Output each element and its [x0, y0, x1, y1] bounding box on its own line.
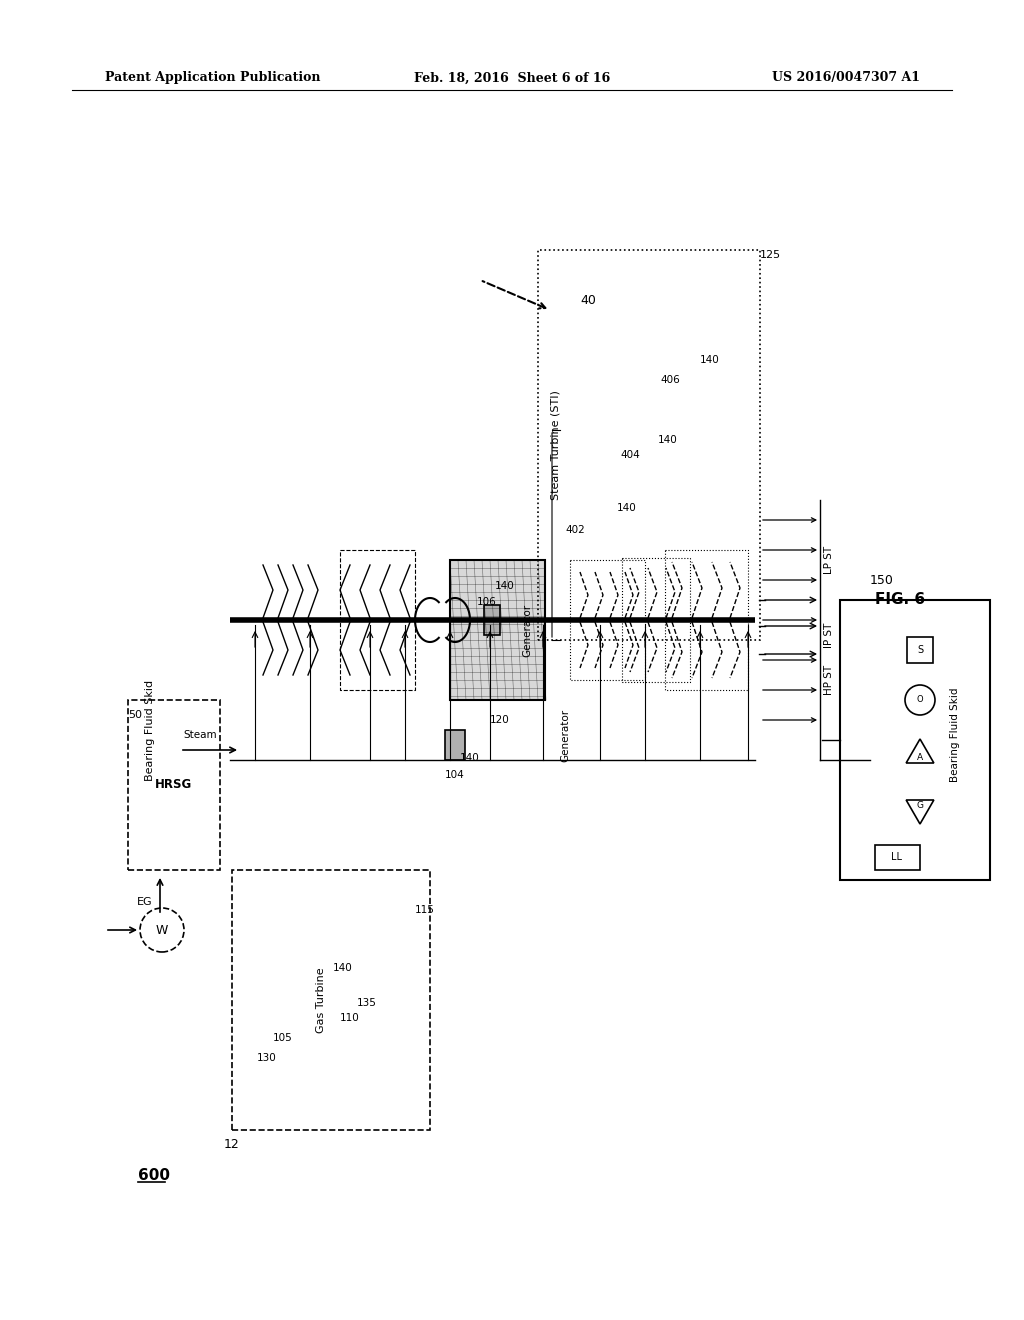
Text: G: G: [916, 801, 924, 810]
FancyBboxPatch shape: [450, 560, 545, 700]
Text: 125: 125: [760, 249, 781, 260]
Text: S: S: [916, 645, 923, 655]
Text: 130: 130: [257, 1053, 276, 1063]
FancyBboxPatch shape: [445, 730, 465, 760]
Text: 104: 104: [445, 770, 465, 780]
Text: 140: 140: [658, 436, 678, 445]
Text: 135: 135: [357, 998, 377, 1008]
Text: 120: 120: [490, 715, 510, 725]
Text: 140: 140: [460, 752, 480, 763]
Text: Bearing Fluid Skid: Bearing Fluid Skid: [145, 680, 155, 780]
FancyBboxPatch shape: [484, 605, 500, 635]
Text: 140: 140: [495, 581, 515, 591]
Text: LP ST: LP ST: [824, 546, 834, 574]
Text: LL: LL: [892, 851, 902, 862]
Text: 404: 404: [620, 450, 640, 459]
Text: 110: 110: [340, 1012, 359, 1023]
Text: A: A: [916, 752, 923, 762]
Text: Patent Application Publication: Patent Application Publication: [105, 71, 321, 84]
Text: Gas Turbine: Gas Turbine: [316, 968, 326, 1032]
Text: W: W: [156, 924, 168, 936]
Text: 106: 106: [477, 597, 497, 607]
Text: 140: 140: [617, 503, 637, 513]
Text: Generator: Generator: [560, 709, 570, 762]
Text: 150: 150: [870, 573, 894, 586]
Text: 140: 140: [700, 355, 720, 366]
Text: Generator: Generator: [522, 603, 532, 656]
Text: FIG. 6: FIG. 6: [874, 593, 925, 607]
Text: 105: 105: [273, 1034, 293, 1043]
Text: US 2016/0047307 A1: US 2016/0047307 A1: [772, 71, 920, 84]
Text: 12: 12: [224, 1138, 240, 1151]
Text: HRSG: HRSG: [156, 779, 193, 792]
Text: 40: 40: [580, 293, 596, 306]
Text: 115: 115: [415, 906, 435, 915]
Text: Bearing Fluid Skid: Bearing Fluid Skid: [950, 688, 961, 783]
Text: Steam Turbine (STI): Steam Turbine (STI): [550, 391, 560, 500]
Text: 600: 600: [138, 1167, 170, 1183]
Text: 50: 50: [128, 710, 142, 719]
Text: 406: 406: [660, 375, 680, 385]
Text: EG: EG: [137, 898, 153, 907]
Text: 402: 402: [565, 525, 585, 535]
Text: Steam: Steam: [183, 730, 217, 741]
Text: HP ST: HP ST: [824, 665, 834, 696]
Text: 140: 140: [333, 964, 352, 973]
Text: Feb. 18, 2016  Sheet 6 of 16: Feb. 18, 2016 Sheet 6 of 16: [414, 71, 610, 84]
Text: IP ST: IP ST: [824, 622, 834, 648]
Text: O: O: [916, 696, 924, 705]
